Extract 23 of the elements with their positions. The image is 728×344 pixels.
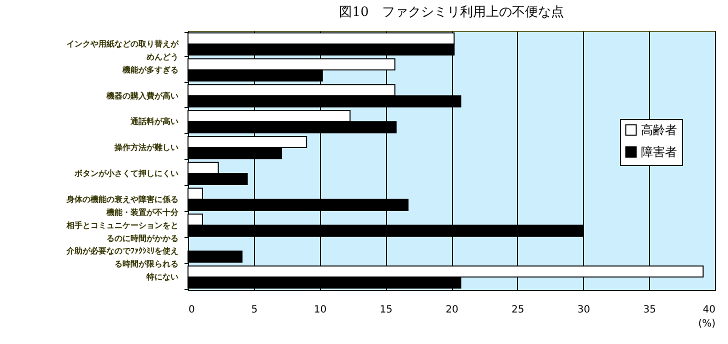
y-tick-label: 操作方法が難しい — [114, 142, 178, 152]
y-tick-label: 機器の購入費が高い — [106, 90, 178, 100]
y-tick-label: インクや用紙などの取り替えがめんどう — [66, 39, 180, 62]
x-axis-title: (%) — [698, 318, 716, 330]
y-tick-label: 介助が必要なのでﾌｧｸｼﾐﾘを使える時間が限られる — [66, 246, 178, 269]
y-tick-label: 通話料が高い — [130, 116, 178, 126]
y-tick-label: 身体の機能の衰えや障害に係る機能・装置が不十分 — [66, 194, 180, 217]
y-tick-label: 機能が多すぎる — [122, 65, 178, 74]
chart-title: 図10 ファクシミリ利用上の不便な点 — [339, 5, 564, 20]
x-tick-label: 15 — [380, 304, 392, 316]
x-tick-label: 20 — [446, 304, 458, 316]
x-tick-label: 0 — [188, 304, 195, 316]
x-tick-label: 35 — [643, 304, 656, 316]
legend-label: 障害者 — [641, 145, 677, 159]
x-tick-label: 5 — [251, 304, 258, 316]
y-tick-label: 相手とコミュニケーションをとるのに時間がかかる — [66, 220, 178, 243]
y-tick-label: 特にない — [146, 272, 178, 282]
y-tick-label: ボタンが小さくて押しにくい — [74, 168, 178, 178]
x-tick-label: 10 — [314, 304, 327, 316]
x-tick-label: 30 — [577, 304, 590, 316]
x-tick-label: 40 — [702, 304, 716, 316]
legend-label: 高齢者 — [641, 123, 677, 137]
x-tick-label: 25 — [512, 304, 524, 316]
